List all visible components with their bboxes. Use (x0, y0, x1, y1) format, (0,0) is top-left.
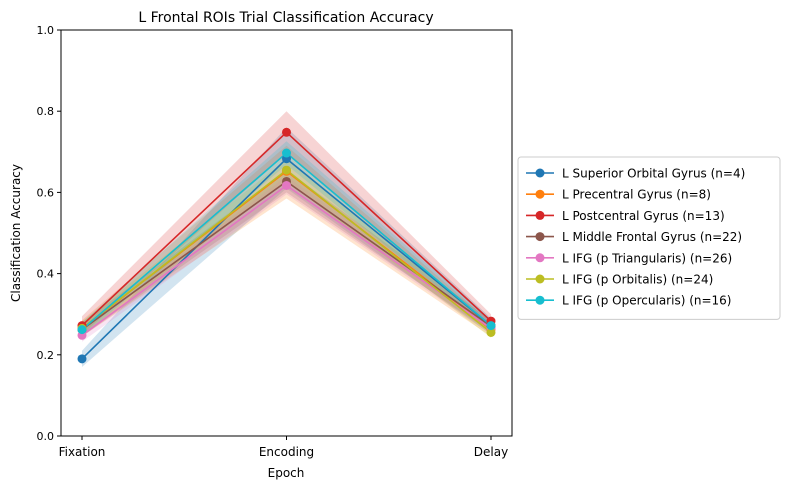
y-axis-label: Classification Accuracy (9, 164, 23, 302)
legend-label-6: L IFG (p Opercularis) (n=16) (562, 294, 731, 308)
series-4-point-1 (282, 180, 291, 190)
x-axis-ticks: Fixation Encoding Delay (59, 436, 508, 459)
series-6-point-1 (282, 148, 291, 158)
series-6-point-0 (77, 325, 87, 335)
series-points (77, 127, 496, 364)
legend-label-3: L Middle Frontal Gyrus (n=22) (562, 230, 742, 244)
legend-marker-2 (535, 210, 545, 220)
legend: L Superior Orbital Gyrus (n=4) L Precentr… (517, 156, 781, 320)
series-5-point-2 (486, 327, 496, 337)
legend-marker-5 (535, 274, 545, 284)
legend-marker-4 (535, 253, 545, 263)
y-tick-label-1: 0.2 (37, 349, 55, 362)
legend-label-4: L IFG (p Triangularis) (n=26) (562, 251, 732, 265)
legend-marker-6 (535, 295, 545, 305)
x-tick-label-2: Delay (474, 445, 508, 459)
y-tick-label-0: 0.0 (37, 430, 55, 443)
legend-label-2: L Postcentral Gyrus (n=13) (562, 209, 725, 223)
y-axis-ticks: 0.0 0.2 0.4 0.6 0.8 1.0 (37, 24, 61, 443)
series-6-point-2 (486, 321, 496, 331)
x-tick-label-0: Fixation (59, 445, 106, 459)
y-tick-label-2: 0.4 (37, 268, 55, 281)
plot-frame (60, 29, 513, 437)
y-tick-label-5: 1.0 (37, 24, 55, 37)
legend-label-0: L Superior Orbital Gyrus (n=4) (562, 167, 745, 181)
legend-frame (517, 156, 781, 320)
y-tick-label-3: 0.6 (37, 186, 55, 199)
legend-marker-1 (535, 189, 545, 199)
legend-label-5: L IFG (p Orbitalis) (n=24) (562, 273, 713, 287)
series-2-point-1 (282, 127, 291, 137)
series-0-point-0 (77, 354, 87, 364)
x-axis-label: Epoch (268, 466, 305, 480)
legend-marker-3 (535, 232, 545, 242)
legend-label-1: L Precentral Gyrus (n=8) (562, 188, 711, 202)
legend-marker-0 (535, 168, 545, 178)
y-tick-label-4: 0.8 (37, 105, 55, 118)
chart-title: L Frontal ROIs Trial Classification Accu… (138, 10, 433, 26)
series-5-point-1 (282, 165, 291, 175)
x-tick-label-1: Encoding (259, 445, 314, 459)
